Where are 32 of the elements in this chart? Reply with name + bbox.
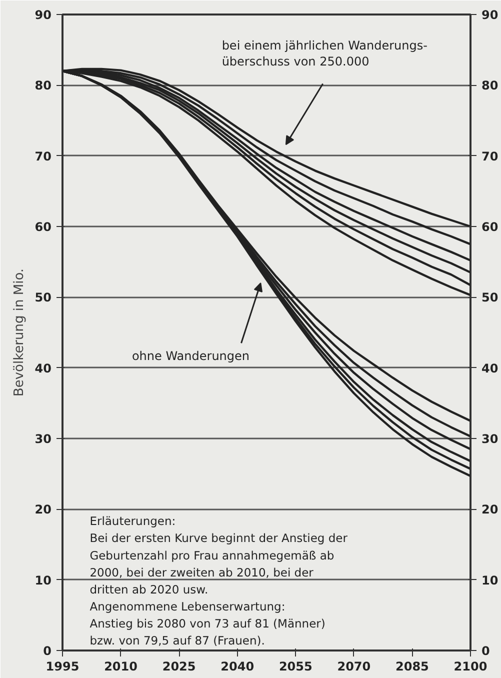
y-tick-label: 50 bbox=[34, 290, 52, 305]
y2-tick-label: 60 bbox=[482, 220, 498, 234]
y2-tick-label: 90 bbox=[482, 8, 498, 22]
y2-tick-label: 50 bbox=[482, 290, 498, 305]
y-tick-label: 0 bbox=[43, 644, 52, 658]
y2-tick-label: 10 bbox=[482, 573, 498, 588]
x-tick-label: 2070 bbox=[337, 660, 371, 674]
y-axis-title: Bevölkerung in Mio. bbox=[12, 268, 27, 397]
y2-tick-label: 0 bbox=[482, 644, 490, 658]
annotation: ohne Wanderungen bbox=[132, 348, 250, 363]
x-tick-label: 2085 bbox=[396, 660, 429, 674]
x-tick-label: 2100 bbox=[454, 660, 488, 674]
y-tick-label: 60 bbox=[34, 220, 52, 234]
y-tick-label: 90 bbox=[34, 8, 52, 22]
y2-tick-label: 80 bbox=[482, 78, 498, 93]
y-tick-label: 70 bbox=[34, 149, 52, 164]
x-tick-label: 2040 bbox=[220, 660, 254, 674]
x-tick-label: 1995 bbox=[46, 660, 80, 674]
y2-tick-label: 30 bbox=[482, 432, 498, 446]
x-tick-label: 2055 bbox=[278, 660, 312, 674]
y-tick-label: 80 bbox=[34, 78, 52, 93]
y-tick-label: 10 bbox=[34, 573, 52, 588]
y-tick-label: 30 bbox=[34, 432, 52, 446]
annotation: Erläuterungen: Bei der ersten Kurve beginnt der Anstieg der Geburtenzahl pro Frau annahmegemäß ab 2000, bei der zweiten ab 2010, bei der dritten ab 2020 usw. Angenommene Lebenserwartung: Anstieg bis 2080 von 73 auf 81 (Männer) bzw. von 79,5 auf 87 (Frauen). bbox=[90, 514, 348, 648]
y2-tick-label: 40 bbox=[482, 361, 498, 376]
y-tick-label: 20 bbox=[34, 502, 52, 517]
y2-tick-label: 20 bbox=[482, 502, 498, 517]
x-tick-label: 2025 bbox=[162, 660, 196, 674]
annotation: bei einem jährlichen Wanderungs- überschuss von 250.000 bbox=[222, 38, 428, 69]
y2-tick-label: 70 bbox=[482, 149, 498, 164]
y-tick-label: 40 bbox=[34, 361, 52, 376]
x-tick-label: 2010 bbox=[104, 660, 138, 674]
